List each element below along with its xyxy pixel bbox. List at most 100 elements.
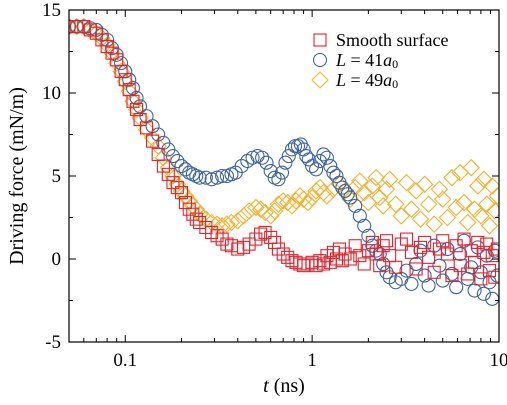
- circle-point: [114, 56, 129, 71]
- circle-point: [329, 168, 344, 184]
- circle-point: [305, 158, 320, 174]
- diamond-point: [472, 207, 490, 225]
- square-point: [210, 229, 224, 243]
- diamond-point: [228, 212, 247, 230]
- diamond-point: [386, 195, 405, 213]
- diamond-point: [397, 173, 416, 192]
- square-point: [189, 212, 203, 226]
- square-point: [178, 196, 193, 210]
- square-point: [353, 249, 367, 263]
- circle-point: [476, 286, 491, 301]
- y-tick-label: 15: [42, 0, 61, 21]
- square-point: [449, 239, 463, 253]
- diamond-point: [483, 177, 499, 195]
- square-point: [485, 249, 499, 263]
- diamond-point: [341, 190, 360, 209]
- diamond-point: [433, 190, 452, 209]
- diamond-point: [447, 198, 465, 217]
- circle-point: [323, 158, 338, 174]
- diamond-point: [486, 202, 499, 220]
- diamond-point: [287, 192, 305, 210]
- diamond-point: [407, 182, 425, 200]
- legend-entry: Smooth surface: [313, 30, 448, 50]
- diamond-point: [469, 177, 487, 195]
- square-point: [271, 242, 285, 256]
- square-point: [422, 250, 436, 264]
- circle-point: [125, 80, 141, 96]
- square-point: [461, 267, 475, 281]
- circle-point: [129, 90, 144, 106]
- circle-point: [259, 155, 274, 170]
- square-point: [361, 244, 375, 258]
- square-point: [399, 232, 414, 246]
- axis-ticks: 0.1 1 10 -5 0 5 10 15: [42, 0, 507, 371]
- y-tick-label: 0: [52, 249, 62, 270]
- square-point: [468, 255, 482, 269]
- circle-point: [189, 168, 204, 184]
- square-point: [436, 234, 450, 248]
- circle-point: [287, 139, 303, 154]
- square-point: [413, 240, 428, 254]
- diamond-point: [307, 182, 325, 200]
- diamond-point: [159, 158, 178, 177]
- square-point: [477, 245, 491, 259]
- diamond-point: [213, 217, 231, 235]
- diamond-point: [274, 192, 292, 210]
- square-point: [139, 121, 154, 135]
- circle-point: [487, 243, 499, 258]
- legend-entry: L = 49a0: [311, 70, 398, 91]
- square-point: [69, 20, 76, 34]
- square-point: [309, 259, 323, 273]
- diamond-point: [234, 207, 253, 225]
- square-point: [316, 257, 331, 271]
- square-point: [161, 167, 175, 181]
- square-point: [389, 260, 403, 274]
- square-point: [379, 234, 394, 248]
- circle-point: [427, 238, 442, 253]
- circle-point: [192, 170, 207, 185]
- data-series-layer: [69, 17, 499, 306]
- diamond-point: [103, 44, 121, 62]
- x-axis-label-unit: (ns): [269, 375, 305, 397]
- diamond-point: [488, 187, 499, 205]
- legend-label: L = 49a0: [335, 70, 398, 91]
- square-point: [488, 270, 499, 284]
- circle-point: [435, 273, 450, 288]
- diamond-point: [380, 170, 399, 189]
- diamond-point: [370, 188, 389, 207]
- square-point: [146, 134, 160, 148]
- diamond-point: [443, 168, 461, 187]
- square-point: [170, 181, 184, 195]
- diamond-point: [240, 202, 258, 220]
- circle-point: [274, 165, 290, 180]
- diamond-point: [363, 177, 382, 195]
- x-tick-label: 10: [490, 350, 507, 371]
- square-point: [457, 232, 471, 246]
- diamond-point: [218, 215, 236, 233]
- circle-point: [440, 241, 455, 257]
- diamond-point: [392, 207, 411, 225]
- diamond-point: [120, 82, 138, 101]
- circle-point: [404, 276, 419, 291]
- square-point: [338, 247, 352, 261]
- square-point: [242, 237, 256, 251]
- circle-point: [122, 72, 137, 87]
- x-tick-label: 0.1: [113, 350, 137, 371]
- circle-point: [309, 162, 324, 177]
- circle-point: [301, 152, 316, 167]
- square-point: [409, 262, 423, 276]
- diamond-point: [415, 175, 434, 194]
- square-point: [276, 247, 290, 261]
- square-point: [432, 242, 446, 256]
- y-tick-label: -5: [45, 332, 61, 353]
- diamond-point: [402, 200, 421, 218]
- square-point: [100, 39, 114, 54]
- diamond-point: [455, 193, 473, 212]
- legend-square-marker: [313, 33, 327, 47]
- diamond-point: [355, 183, 373, 202]
- circle-point: [357, 218, 372, 233]
- diamond-point: [411, 210, 430, 228]
- circle-point: [319, 150, 334, 165]
- square-point: [268, 235, 282, 249]
